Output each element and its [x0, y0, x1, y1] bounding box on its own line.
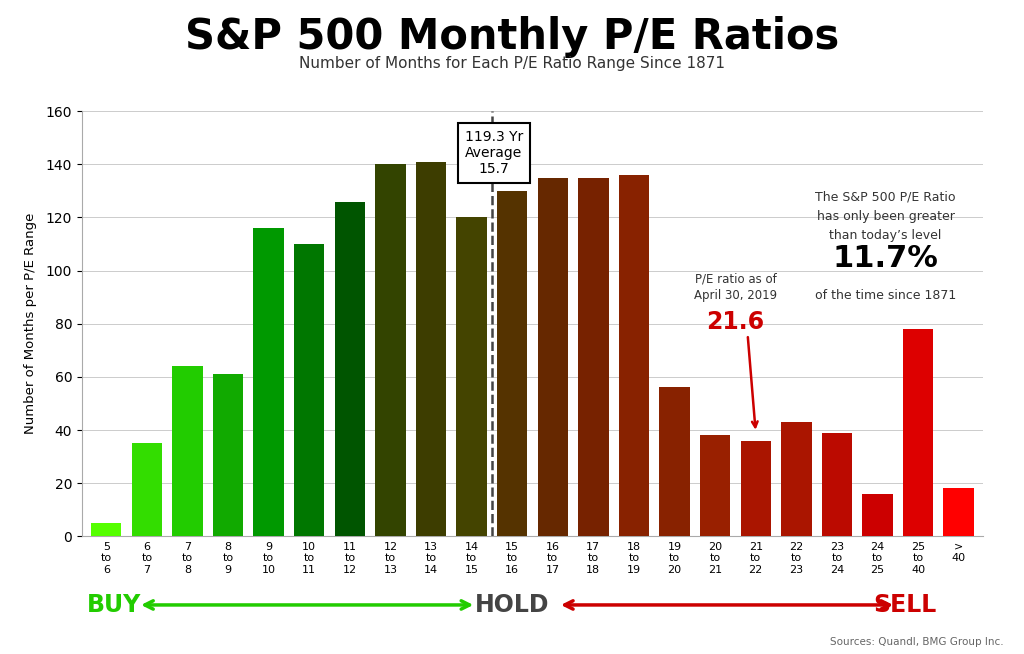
Bar — [91, 523, 122, 536]
Bar — [740, 441, 771, 536]
Bar — [416, 162, 446, 536]
Text: Number of Months for Each P/E Ratio Range Since 1871: Number of Months for Each P/E Ratio Rang… — [299, 56, 725, 71]
Bar — [497, 191, 527, 536]
Text: 21.6: 21.6 — [707, 311, 765, 334]
Bar — [335, 201, 365, 536]
Text: 119.3 Yr
Average
15.7: 119.3 Yr Average 15.7 — [465, 129, 523, 176]
Bar — [253, 228, 284, 536]
Bar — [781, 422, 812, 536]
Bar — [213, 374, 244, 536]
Bar — [294, 244, 325, 536]
Bar — [821, 433, 852, 536]
Bar — [618, 175, 649, 536]
Bar — [659, 387, 690, 536]
Bar — [172, 366, 203, 536]
Text: HOLD: HOLD — [475, 593, 549, 617]
Text: S&P 500 Monthly P/E Ratios: S&P 500 Monthly P/E Ratios — [185, 16, 839, 58]
Bar — [862, 494, 893, 536]
Text: The S&P 500 P/E Ratio
has only been greater
than today’s level: The S&P 500 P/E Ratio has only been grea… — [815, 191, 955, 242]
Bar — [538, 178, 568, 536]
Bar — [903, 329, 933, 536]
Bar — [375, 164, 406, 536]
Text: SELL: SELL — [873, 593, 937, 617]
Text: P/E ratio as of
April 30, 2019: P/E ratio as of April 30, 2019 — [694, 273, 777, 302]
Y-axis label: Number of Months per P/E Range: Number of Months per P/E Range — [25, 213, 37, 434]
Bar — [579, 178, 608, 536]
Text: BUY: BUY — [87, 593, 141, 617]
Text: 11.7%: 11.7% — [833, 244, 939, 273]
Bar — [700, 436, 730, 536]
Text: of the time since 1871: of the time since 1871 — [815, 289, 956, 302]
Text: Sources: Quandl, BMG Group Inc.: Sources: Quandl, BMG Group Inc. — [829, 638, 1004, 647]
Bar — [457, 217, 486, 536]
Bar — [132, 443, 162, 536]
Bar — [943, 489, 974, 536]
